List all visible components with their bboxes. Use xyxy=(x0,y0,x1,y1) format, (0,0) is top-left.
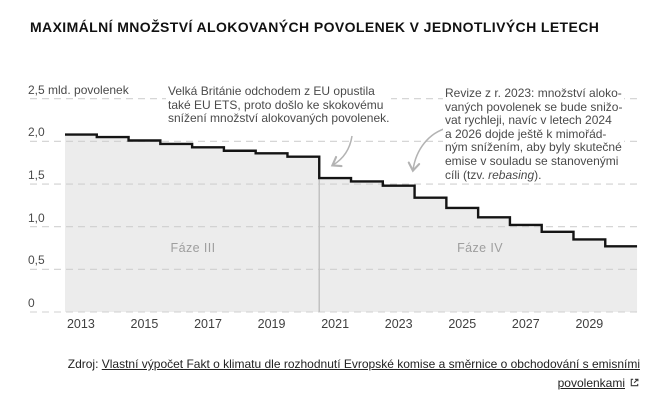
source-prefix: Zdroj: xyxy=(67,357,102,371)
source-link-line-2: povolenkami xyxy=(557,376,625,390)
annotation-revision-text: Revize z r. 2023: množství aloko- vaných… xyxy=(445,86,623,182)
annotation-revision-tail: ). xyxy=(534,167,542,182)
x-tick-label: 2027 xyxy=(511,317,540,331)
annotation-revision-italic: rebasing xyxy=(488,167,535,182)
annotation-brexit-text: Velká Británie odchodem z EU opustila ta… xyxy=(168,84,390,126)
x-tick-label: 2021 xyxy=(321,317,350,331)
source-link-line-1: Vlastní výpočet Fakt o klimatu dle rozho… xyxy=(101,357,640,371)
source-line: Zdroj: Vlastní výpočet Fakt o klimatu dl… xyxy=(40,355,640,393)
y-tick-label: 0,5 xyxy=(28,253,45,268)
x-tick-label: 2029 xyxy=(575,317,604,331)
annotation-arrow-brexit xyxy=(330,135,353,168)
y-tick-label: 1,5 xyxy=(28,168,45,183)
x-tick-label: 2013 xyxy=(66,317,95,331)
x-tick-label: 2023 xyxy=(384,317,413,331)
allowances-step-line xyxy=(65,133,638,248)
annotation-revision: Revize z r. 2023: množství aloko- vaných… xyxy=(443,86,625,184)
external-link-icon xyxy=(630,378,639,387)
source-link[interactable]: Vlastní výpočet Fakt o klimatu dle rozho… xyxy=(102,357,640,390)
x-tick-label: 2019 xyxy=(257,317,286,331)
y-tick-label: 2,0 xyxy=(28,125,45,140)
annotation-arrow-revision xyxy=(407,127,448,173)
phase-4-label: Fáze IV xyxy=(457,241,503,255)
x-tick-label: 2015 xyxy=(130,317,159,331)
x-tick-label: 2025 xyxy=(448,317,477,331)
y-tick-label: 1,0 xyxy=(28,210,45,225)
y-tick-label: 2,5 mld. povolenek xyxy=(28,82,129,97)
annotation-brexit: Velká Británie odchodem z EU opustila ta… xyxy=(166,84,392,127)
y-tick-label: 0 xyxy=(28,296,35,310)
x-tick-label: 2017 xyxy=(194,317,222,331)
page-title: MAXIMÁLNÍ MNOŽSTVÍ ALOKOVANÝCH POVOLENEK… xyxy=(30,19,600,35)
allowances-area xyxy=(65,134,638,312)
phase-3-label: Fáze III xyxy=(170,241,216,255)
